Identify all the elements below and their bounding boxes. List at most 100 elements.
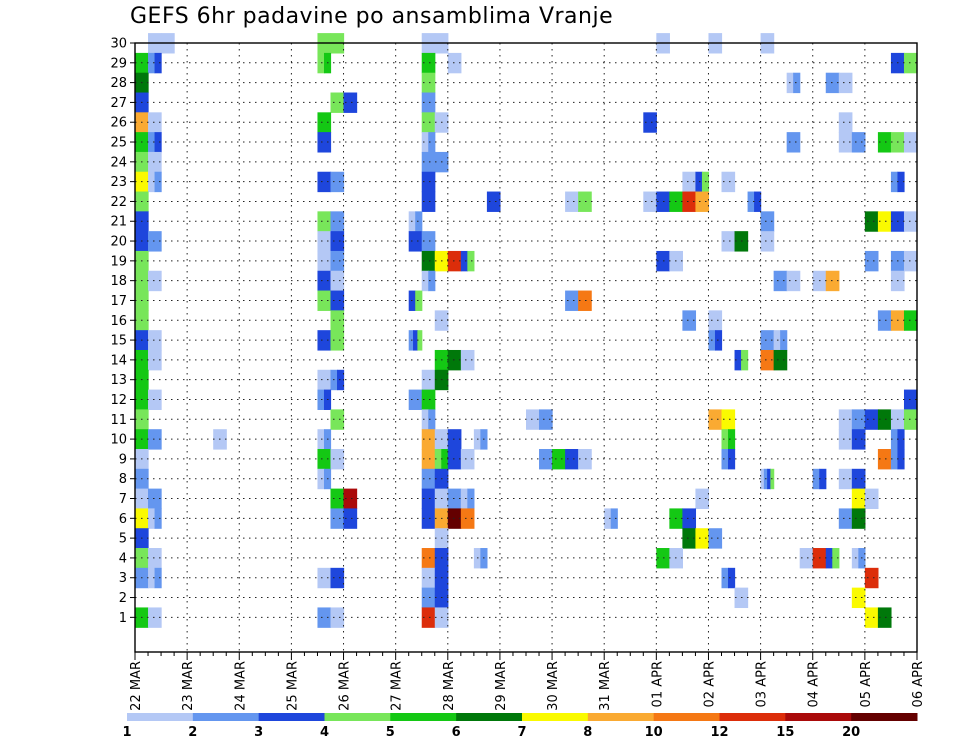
heatmap-cell xyxy=(851,409,866,430)
heatmap-cell xyxy=(421,429,436,450)
heatmap-cell xyxy=(421,72,436,94)
heatmap-cell xyxy=(148,548,162,569)
heatmap-cell xyxy=(786,270,801,292)
heatmap-cell xyxy=(317,231,332,252)
x-tick-label: 28 MAR xyxy=(442,661,457,711)
heatmap-cell xyxy=(421,488,436,510)
heatmap-cell xyxy=(421,369,436,391)
heatmap-cell xyxy=(148,151,162,173)
y-tick-label: 27 xyxy=(110,96,127,111)
y-tick-label: 30 xyxy=(110,37,127,52)
heatmap-cell xyxy=(838,468,853,490)
legend-label: 12 xyxy=(710,725,728,740)
heatmap-cell xyxy=(760,330,775,351)
heatmap-cell xyxy=(877,607,892,628)
heatmap-cell xyxy=(714,330,723,351)
heatmap-cell xyxy=(773,349,788,371)
heatmap-cell xyxy=(415,290,423,311)
heatmap-cell xyxy=(890,171,899,193)
heatmap-cell xyxy=(682,191,697,212)
heatmap-cell xyxy=(838,112,853,133)
heatmap-cell xyxy=(526,409,540,430)
heatmap-cell xyxy=(421,587,436,609)
heatmap-cell xyxy=(317,449,332,470)
y-tick-label: 19 xyxy=(110,254,127,269)
heatmap-cell xyxy=(877,310,892,331)
heatmap-cell xyxy=(565,191,579,212)
heatmap-cell xyxy=(330,488,345,510)
heatmap-cell xyxy=(330,449,345,470)
heatmap-cell xyxy=(721,231,736,252)
heatmap-cell xyxy=(773,270,788,292)
heatmap-cell xyxy=(148,567,156,589)
heatmap-cell xyxy=(154,567,162,589)
heatmap-cell xyxy=(851,587,866,609)
heatmap-cell xyxy=(413,330,418,351)
x-tick-label: 26 MAR xyxy=(338,661,353,711)
heatmap-cell xyxy=(148,270,162,292)
y-tick-label: 1 xyxy=(119,611,127,626)
heatmap-cell xyxy=(421,92,436,113)
heatmap-cell xyxy=(610,508,618,529)
heatmap-cell xyxy=(578,449,592,470)
heatmap-cell xyxy=(734,349,742,371)
heatmap-cell xyxy=(447,449,462,470)
heatmap-cell xyxy=(851,488,866,510)
heatmap-cell xyxy=(903,211,918,232)
heatmap-cell xyxy=(864,607,879,628)
heatmap-cell xyxy=(421,151,436,173)
heatmap-cell xyxy=(897,449,905,470)
heatmap-cell xyxy=(317,112,332,133)
heatmap-cell xyxy=(330,607,345,628)
heatmap-cell xyxy=(317,330,332,351)
heatmap-cell xyxy=(877,132,892,153)
heatmap-cell xyxy=(728,449,736,470)
heatmap-cell xyxy=(890,429,899,450)
heatmap-cell xyxy=(864,409,879,430)
heatmap-cell xyxy=(786,132,801,153)
legend-label: 8 xyxy=(583,725,592,740)
y-tick-label: 12 xyxy=(110,393,127,408)
heatmap-cell xyxy=(460,488,468,510)
heatmap-cell xyxy=(897,171,905,193)
heatmap-cell xyxy=(825,548,833,569)
heatmap-cell xyxy=(695,191,710,212)
x-tick-label: 01 APR xyxy=(650,661,665,707)
dotted-grid xyxy=(135,43,917,652)
heatmap-cell xyxy=(838,429,853,450)
heatmap-cell xyxy=(317,270,332,292)
legend-label: 15 xyxy=(776,725,794,740)
y-tick-label: 17 xyxy=(110,294,127,309)
heatmap-cell xyxy=(421,607,436,628)
x-tick-label: 05 APR xyxy=(859,661,874,707)
heatmap-cell xyxy=(838,132,853,153)
legend-swatch xyxy=(456,713,523,721)
heatmap-cell xyxy=(330,330,345,351)
heatmap-cell xyxy=(148,607,162,628)
heatmap-cell xyxy=(330,567,345,589)
heatmap-cell xyxy=(330,270,345,292)
heatmap-cell xyxy=(851,429,866,450)
heatmap-cell xyxy=(864,250,879,272)
heatmap-cells xyxy=(135,33,918,628)
y-tick-label: 22 xyxy=(110,195,127,210)
y-tick-label: 20 xyxy=(110,235,127,250)
heatmap-cell xyxy=(460,508,475,529)
y-tick-label: 25 xyxy=(110,136,127,151)
heatmap-cell xyxy=(460,349,475,371)
heatmap-cell xyxy=(343,508,358,529)
heatmap-cell xyxy=(721,409,736,430)
x-tick-label: 02 APR xyxy=(702,661,717,707)
x-axis: 22 MAR 23 MAR 24 MAR 25 MAR 26 MAR 27 MAR 28 M… xyxy=(129,652,926,711)
x-tick-label: 06 APR xyxy=(911,661,926,707)
heatmap-cell xyxy=(441,449,449,470)
heatmap-cell xyxy=(903,310,918,331)
heatmap-cell xyxy=(421,449,436,470)
y-tick-label: 6 xyxy=(119,512,127,527)
heatmap-cell xyxy=(447,349,462,371)
heatmap-cell xyxy=(421,270,429,292)
heatmap-cell xyxy=(539,409,553,430)
y-tick-label: 15 xyxy=(110,334,127,349)
x-tick-label: 23 MAR xyxy=(181,661,196,711)
